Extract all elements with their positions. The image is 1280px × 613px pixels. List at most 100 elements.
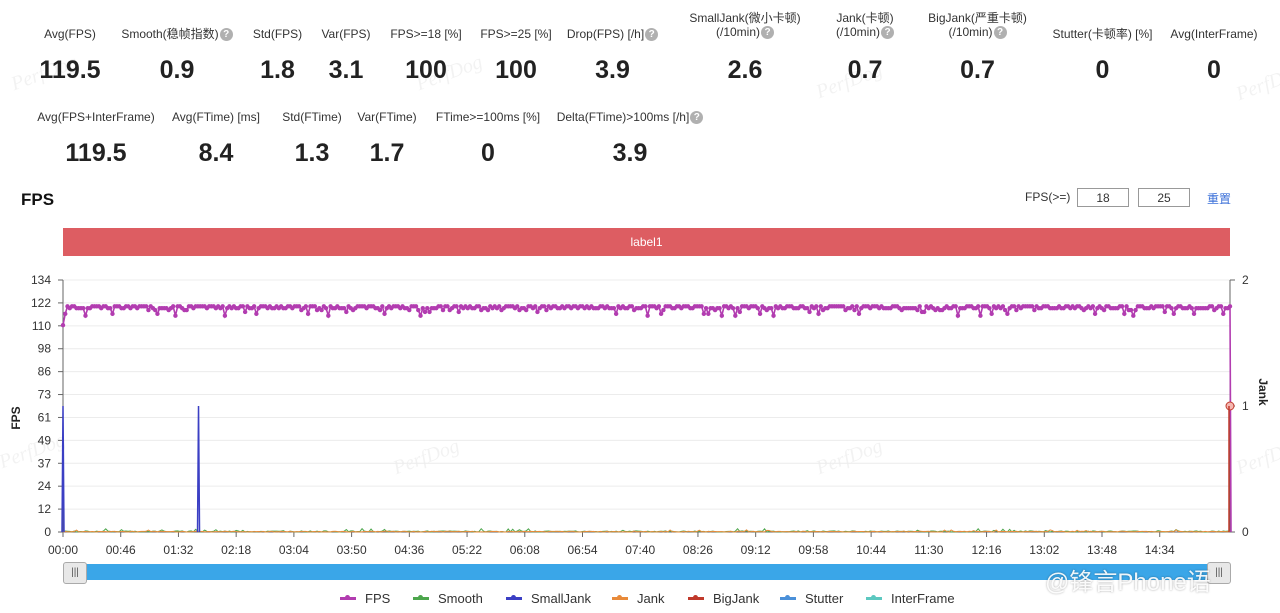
fps-point [834, 304, 839, 309]
stat-label: FPS>=25 [%] [480, 27, 552, 41]
fps-point [838, 304, 844, 309]
stat-std-ftime: Std(FTime) 1.3 [275, 110, 349, 169]
fps-point [227, 304, 232, 309]
fps-point [427, 309, 432, 315]
y-tick-label: 12 [38, 502, 52, 516]
fps-point [852, 307, 857, 313]
legend-label: Stutter [805, 591, 844, 606]
x-tick-label: 14:34 [1145, 543, 1175, 557]
fps-point [913, 306, 918, 311]
fps-point [829, 304, 835, 309]
stat-var-ftime: Var(FTime) 1.7 [352, 110, 422, 169]
fps-point [843, 307, 848, 313]
fps-point [879, 304, 884, 309]
fps-point [296, 304, 302, 309]
slider-handle-left[interactable]: ||| [63, 562, 87, 584]
fps-point [269, 306, 275, 311]
legend-item-fps[interactable]: FPS [340, 591, 390, 606]
fps-point [85, 306, 90, 311]
legend-item-smalljank[interactable]: SmallJank [506, 591, 591, 606]
fps-point [672, 306, 677, 311]
fps-point [780, 306, 785, 311]
stat-value: 0.7 [960, 56, 995, 84]
fps-point [1162, 309, 1167, 315]
fps-point [202, 304, 207, 309]
fps-point [964, 304, 970, 309]
fps-threshold-input-1[interactable] [1077, 188, 1129, 207]
fps-point [499, 307, 504, 313]
fps-point [796, 306, 801, 311]
help-icon[interactable]: ? [645, 28, 659, 42]
fps-point [701, 311, 707, 317]
fps-point [224, 306, 230, 311]
fps-point [398, 306, 403, 311]
help-icon[interactable]: ? [219, 28, 233, 42]
fps-point [188, 304, 194, 309]
legend-item-jank[interactable]: Jank [612, 591, 664, 606]
fps-point [512, 306, 518, 311]
fps-point [895, 304, 900, 309]
fps-filter-label: FPS(>=) [1025, 190, 1071, 204]
fps-point [373, 306, 378, 311]
fps-point [150, 306, 156, 311]
fps-point [177, 304, 183, 309]
legend-item-smooth[interactable]: Smooth [413, 591, 483, 606]
fps-point [764, 307, 769, 313]
help-icon[interactable]: ? [881, 26, 894, 40]
help-icon[interactable]: ? [761, 26, 774, 40]
fps-point [890, 304, 895, 309]
fps-point [944, 304, 949, 309]
fps-point [904, 306, 909, 311]
fps-point [231, 304, 237, 309]
time-range-slider[interactable] [63, 564, 1230, 580]
help-icon[interactable]: ? [993, 26, 1007, 40]
stat-stutter: Stutter(卡顿率) [%] 0 [1050, 27, 1155, 86]
fps-point [521, 306, 527, 311]
fps-point [631, 307, 637, 313]
fps-point [101, 304, 106, 309]
fps-point [470, 306, 475, 311]
fps-point [1169, 306, 1174, 311]
fps-point [184, 307, 189, 313]
fps-point [1083, 306, 1089, 311]
fps-point [285, 304, 291, 309]
fps-point [265, 306, 270, 311]
fps-point [222, 313, 228, 318]
fps-point [854, 304, 859, 309]
smalljank-spike [196, 405, 201, 533]
fps-point [856, 311, 862, 317]
stat-label-sub: (/10min)? [810, 25, 920, 40]
legend-item-bigjank[interactable]: BigJank [688, 591, 759, 606]
legend-label: InterFrame [891, 591, 955, 606]
fps-point [395, 304, 401, 309]
reset-button[interactable]: 重置 [1207, 192, 1232, 206]
fps-point [357, 304, 363, 309]
fps-point [1158, 304, 1163, 309]
fps-point [530, 306, 536, 311]
legend-label: Jank [637, 591, 665, 606]
fps-threshold-input-2[interactable] [1138, 188, 1190, 207]
help-icon[interactable]: ? [690, 111, 704, 125]
label-bar[interactable]: label1 [63, 228, 1230, 256]
fps-point [859, 306, 864, 311]
fps-point [798, 304, 803, 309]
fps-point [719, 313, 725, 318]
legend-item-interframe[interactable]: InterFrame [866, 591, 955, 606]
stat-value: 8.4 [198, 139, 234, 167]
fps-point [249, 306, 255, 311]
fps-point [541, 304, 547, 309]
fps-point [503, 304, 509, 309]
fps-point [690, 306, 695, 311]
fps-point [1198, 306, 1203, 311]
fps-point [1221, 311, 1226, 317]
legend-item-stutter[interactable]: Stutter [780, 591, 843, 606]
x-tick-label: 07:40 [625, 543, 655, 557]
slider-handle-right[interactable]: ||| [1207, 562, 1231, 584]
legend-swatch [506, 595, 522, 600]
fps-point [152, 307, 158, 313]
legend-label: BigJank [713, 591, 760, 606]
stat-std-fps: Std(FPS) 1.8 [240, 27, 315, 86]
fps-point [724, 304, 729, 309]
watermark: PerfDog [1233, 434, 1280, 480]
